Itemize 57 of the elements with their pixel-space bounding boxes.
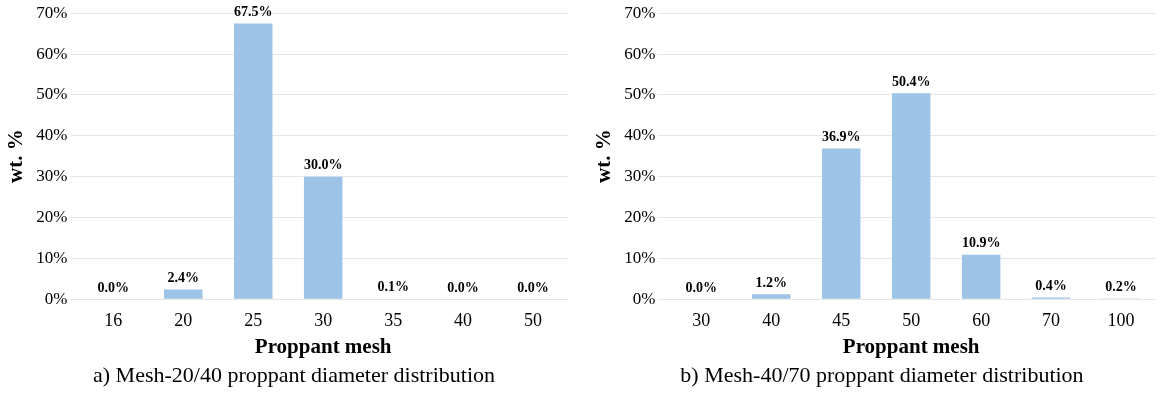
y-tick-label: 10% [36, 247, 68, 267]
x-tick-label: 45 [832, 309, 851, 330]
y-tick-label: 0% [632, 288, 656, 308]
data-label: 36.9% [821, 129, 861, 145]
y-tick-label: 30% [624, 166, 656, 186]
bar [303, 176, 343, 299]
data-label: 0.0% [97, 279, 130, 295]
x-tick-label: 30 [692, 309, 711, 330]
bar [891, 93, 931, 299]
y-tick-label: 30% [36, 166, 68, 186]
y-axis-title: wt. % [3, 129, 28, 184]
x-tick-label: 50 [902, 309, 921, 330]
bar [822, 148, 861, 299]
x-tick-label: 100 [1107, 309, 1135, 330]
data-label: 0.2% [1105, 278, 1137, 294]
y-tick-label: 40% [624, 125, 656, 145]
x-tick-label: 40 [762, 309, 781, 330]
bar [752, 294, 791, 299]
x-tick-label: 50 [524, 309, 543, 330]
data-label: 50.4% [891, 73, 931, 89]
text: b) Mesh-40/70 proppant diameter distribution [679, 362, 1085, 388]
y-tick-label: 20% [36, 206, 68, 226]
x-tick-label: 60 [972, 309, 991, 330]
data-label: 10.9% [961, 235, 1001, 251]
y-tick-label: 60% [36, 43, 68, 63]
data-label: 2.4% [167, 270, 200, 285]
data-label: 0.4% [1035, 278, 1067, 294]
y-tick-label: 10% [624, 247, 656, 267]
x-tick-label: 35 [384, 309, 403, 330]
bar [164, 289, 203, 299]
data-label: 0.0% [685, 279, 718, 295]
data-label: 0.0% [447, 279, 479, 295]
x-tick-label: 30 [314, 309, 333, 330]
x-tick-label: 70 [1042, 309, 1061, 330]
data-label: 1.2% [755, 274, 788, 290]
y-tick-label: 70% [624, 2, 656, 22]
data-label: 0.1% [377, 279, 409, 295]
x-axis-title: Proppant mesh [842, 333, 980, 358]
y-tick-label: 0% [44, 288, 68, 308]
data-label: 0.0% [517, 279, 549, 295]
x-tick-label: 16 [104, 309, 123, 330]
y-tick-label: 50% [36, 84, 68, 104]
data-label: 30.0% [303, 157, 343, 173]
y-tick-label: 40% [36, 125, 68, 145]
y-tick-label: 60% [624, 43, 656, 63]
y-tick-label: 50% [624, 84, 656, 104]
x-tick-label: 20 [174, 309, 193, 330]
bar [961, 254, 1001, 299]
text: a) Mesh-20/40 proppant diameter distribution [92, 362, 496, 388]
x-tick-label: 25 [244, 309, 263, 330]
bar [234, 23, 273, 299]
x-tick-label: 40 [454, 309, 473, 330]
y-axis-title: wt. % [591, 129, 616, 184]
data-label: 67.5% [233, 4, 273, 20]
y-tick-label: 70% [36, 2, 68, 22]
x-axis-title: Proppant mesh [254, 333, 392, 358]
y-tick-label: 20% [624, 206, 656, 226]
